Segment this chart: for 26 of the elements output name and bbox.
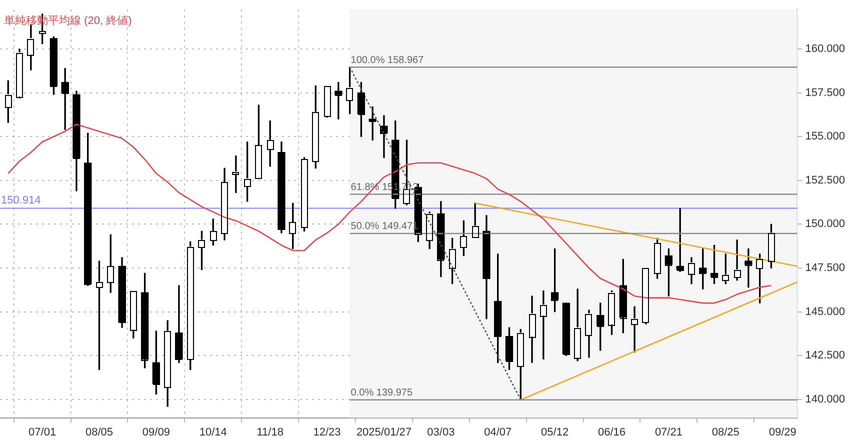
y-tick-label: 147.500: [805, 262, 846, 274]
x-tick-label: 06/16: [598, 426, 626, 438]
y-tick-label: 152.500: [805, 174, 846, 186]
y-tick-label: 160.000: [805, 43, 846, 56]
y-tick-label: 155.000: [805, 130, 846, 143]
y-tick-label: 140.000: [805, 393, 846, 406]
x-tick-label: 08/25: [712, 426, 740, 438]
x-tick-label: 07/01: [28, 426, 56, 438]
x-tick-label: 2025/01/27: [356, 426, 412, 438]
x-tick-label: 10/14: [199, 426, 227, 438]
x-tick-label: 04/07: [484, 426, 512, 438]
x-tick-label: 11/18: [256, 426, 284, 438]
x-tick-label: 08/05: [85, 426, 114, 438]
x-tick-label: 05/12: [541, 426, 569, 438]
x-tick-label: 07/21: [654, 426, 682, 438]
x-tick-label: 09/29: [768, 426, 796, 438]
y-tick-label: 142.500: [805, 350, 846, 362]
y-tick-label: 157.500: [805, 86, 846, 99]
annotation: 100.0% 158.967: [350, 54, 424, 66]
annotation: 0.0% 139.975: [350, 388, 413, 399]
x-tick-label: 03/03: [427, 426, 455, 438]
x-tick-label: 12/23: [313, 426, 341, 438]
x-tick-label: 09/09: [142, 426, 170, 438]
y-tick-label: 145.000: [805, 306, 846, 318]
ref-line-label: 150.914: [1, 194, 41, 207]
y-tick-label: 150.000: [805, 218, 846, 230]
